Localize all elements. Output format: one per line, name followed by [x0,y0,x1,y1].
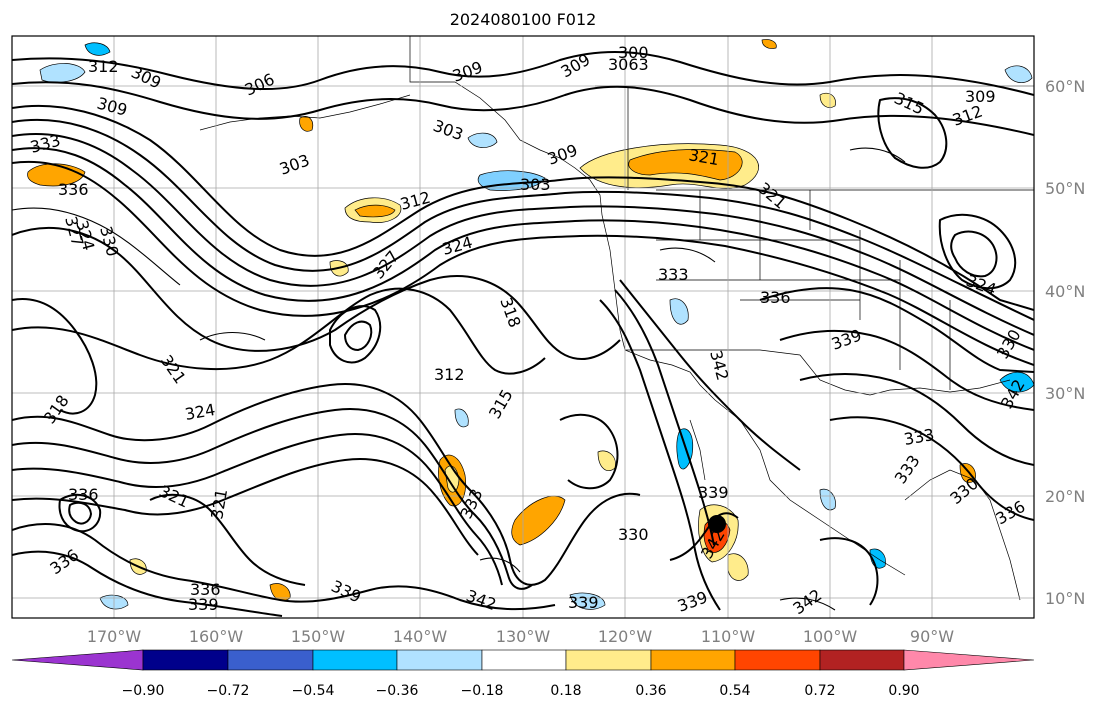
longitude-label: 130°W [495,627,551,646]
colorbar-swatch [734,649,821,671]
latitude-label: 40°N [1045,282,1086,301]
longitude-label: 160°W [188,627,244,646]
latitude-label: 60°N [1045,77,1086,96]
colorbar-tick-label: −0.72 [206,683,250,699]
longitude-label: 90°W [909,627,955,646]
colorbar-tick-label: 0.54 [719,683,751,699]
contour-label: 339 [188,595,219,614]
colorbar-tick-label: −0.36 [375,683,419,699]
colorbar-extend-low [11,649,144,671]
graticule [12,36,1034,618]
longitude-label: 140°W [392,627,448,646]
contour-label: 303 [520,175,551,194]
longitude-label: 100°W [802,627,858,646]
minor-contours [12,147,906,611]
colorbar-tick-label: 0.90 [888,683,920,699]
longitude-label: 170°W [86,627,142,646]
contour-label: 339 [698,483,729,502]
colorbar-swatch [396,649,483,671]
colorbar-swatch [481,649,567,671]
colorbar-swatch [565,649,652,671]
contour-label: 300 [618,43,649,62]
map-title: 2024080100 F012 [449,10,597,29]
latitude-label: 50°N [1045,179,1086,198]
longitude-label: 120°W [597,627,653,646]
colorbar-tick-label: −0.90 [121,683,165,699]
contour-label: 336 [58,180,89,199]
colorbar-swatch [650,649,736,671]
colorbar-tick-label: 0.36 [635,683,667,699]
latitude-label: 30°N [1045,384,1086,403]
latitude-label: 20°N [1045,487,1086,506]
colorbar-tick-label: 0.72 [804,683,836,699]
latitude-label: 10°N [1045,589,1086,608]
contour-label: 336 [68,485,99,504]
contour-label: 309 [965,87,996,106]
contour-label: 336 [190,580,221,599]
contour-label: 330 [618,525,649,544]
colorbar-swatch [312,649,398,671]
contour-label: 336 [760,288,791,307]
contour-label: 312 [434,365,465,384]
longitude-label: 110°W [700,627,756,646]
longitude-label: 150°W [290,627,346,646]
contour-label: 333 [658,265,689,284]
colorbar-tick-label: 0.18 [550,683,582,699]
colorbar-swatch [227,649,314,671]
contours [12,51,1034,617]
map-frame [11,35,1035,619]
colorbar-tick-label: −0.18 [460,683,504,699]
contour-label: 3063 [608,55,649,74]
colorbar-swatch [142,649,229,671]
contour-label: 312 [88,57,119,76]
colorbar-tick-label: −0.54 [291,683,335,699]
colorbar-swatch [819,649,905,671]
colorbar-extend-high [903,649,1035,671]
colorbar [11,649,1035,671]
storm-marker [708,515,726,533]
contour-label: 339 [568,593,599,612]
